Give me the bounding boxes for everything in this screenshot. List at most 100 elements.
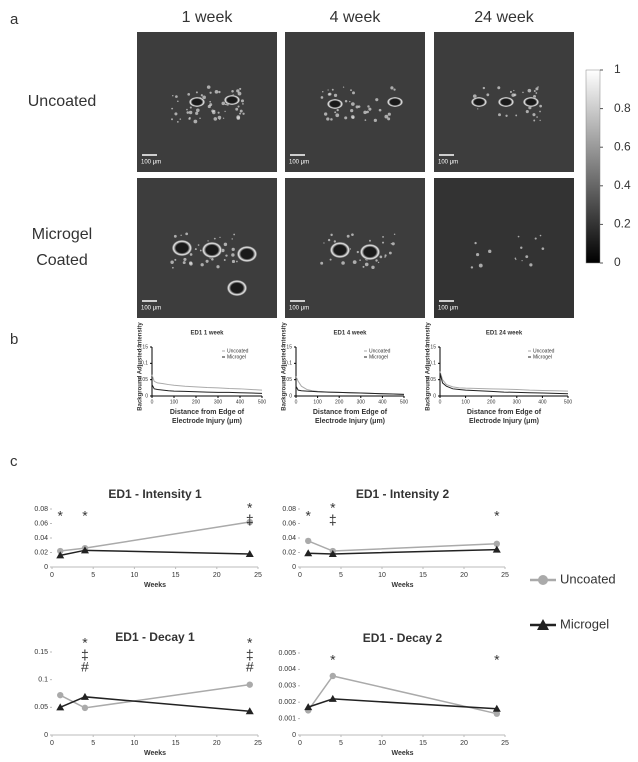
x-tick-label: 10 — [131, 740, 139, 747]
speckle — [515, 258, 517, 261]
x-tick-label: 20 — [213, 740, 221, 747]
speckle — [175, 95, 178, 98]
significance-mark: * — [247, 500, 253, 516]
speckle — [194, 248, 197, 251]
speckle — [536, 116, 538, 118]
x-tick-label: 5 — [339, 740, 343, 747]
speckle — [188, 116, 191, 119]
chart-title: ED1 4 week — [333, 331, 367, 337]
series-line — [151, 384, 263, 394]
y-tick-label: 0.06 — [282, 520, 296, 527]
row-label: Coated — [36, 252, 88, 269]
speckle — [533, 94, 537, 98]
significance-mark: * — [494, 508, 500, 524]
speckle — [382, 235, 384, 238]
speckle — [350, 108, 354, 113]
speckle — [225, 254, 228, 257]
speckle — [209, 100, 212, 103]
series-line — [307, 698, 497, 710]
speckle — [186, 111, 190, 114]
x-tick-label: 0 — [295, 399, 298, 405]
speckle — [525, 255, 529, 259]
x-tick-label: 0 — [50, 572, 54, 579]
speckle — [535, 87, 539, 91]
speckle — [223, 259, 226, 261]
x-tick-label: 15 — [172, 572, 180, 579]
speckle — [375, 98, 379, 102]
legend-marker — [537, 619, 549, 630]
speckle — [356, 250, 359, 254]
speckle — [237, 105, 240, 108]
speckle — [195, 111, 199, 115]
x-tick-label: 100 — [461, 399, 470, 405]
significance-mark: * — [330, 652, 336, 668]
speckle — [497, 86, 501, 90]
speckle — [520, 246, 523, 249]
speckle — [364, 262, 369, 267]
speckle — [224, 103, 227, 106]
speckle — [351, 233, 354, 236]
panel-label: b — [10, 331, 18, 348]
speckle — [326, 117, 330, 121]
x-tick-label: 25 — [501, 572, 509, 579]
chart-title: ED1 - Intensity 1 — [108, 487, 202, 501]
legend-marker — [538, 575, 548, 585]
colorbar-tick-label: 0.4 — [614, 178, 631, 192]
speckle — [188, 110, 193, 115]
speckle — [242, 103, 244, 105]
speckle — [235, 107, 239, 111]
significance-mark: ‡ — [246, 512, 254, 528]
significance-mark: * — [82, 508, 88, 524]
speckle — [233, 233, 236, 236]
x-tick-label: 400 — [378, 399, 387, 405]
lesion — [224, 95, 240, 105]
speckle — [236, 115, 241, 120]
speckle — [231, 238, 233, 240]
significance-mark: # — [81, 659, 89, 675]
legend-label: Uncoated — [369, 348, 391, 354]
marker — [81, 704, 89, 712]
speckle — [342, 86, 345, 88]
significance-mark: * — [58, 508, 64, 524]
y-tick-label: 0.005 — [278, 650, 296, 657]
legend-label: Microgel — [369, 354, 388, 360]
speckle — [527, 88, 532, 93]
speckle — [207, 240, 209, 242]
significance-mark: * — [494, 652, 500, 668]
micrograph — [285, 178, 425, 318]
chart-title: ED1 - Intensity 2 — [356, 487, 450, 501]
x-tick-label: 0 — [298, 740, 302, 747]
speckle — [515, 114, 518, 117]
x-tick-label: 20 — [213, 572, 221, 579]
column-header: 1 week — [182, 9, 234, 26]
speckle — [541, 247, 545, 250]
speckle — [539, 234, 542, 237]
speckle — [217, 111, 220, 114]
x-tick-label: 200 — [335, 399, 344, 405]
y-tick-label: 0.1 — [429, 361, 436, 367]
marker — [56, 551, 65, 559]
y-tick-label: 0.08 — [34, 506, 48, 513]
speckle — [482, 86, 486, 90]
y-tick-label: 0.05 — [282, 377, 292, 383]
x-tick-label: 0 — [50, 740, 54, 747]
y-tick-label: 0 — [289, 393, 292, 399]
speckle — [352, 91, 355, 95]
speckle — [521, 260, 523, 262]
speckle — [176, 120, 179, 123]
x-axis-label: Weeks — [144, 582, 166, 589]
x-axis-label: Weeks — [144, 750, 166, 757]
speckle — [209, 91, 212, 94]
speckle — [371, 265, 375, 270]
speckle — [351, 102, 355, 106]
x-tick-label: 300 — [513, 399, 522, 405]
speckle — [171, 118, 173, 121]
lesion — [227, 280, 247, 296]
speckle — [350, 89, 352, 92]
speckle — [368, 107, 372, 111]
y-tick-label: 0 — [292, 732, 296, 739]
x-tick-label: 400 — [236, 399, 245, 405]
speckle — [393, 88, 396, 91]
colorbar-tick-label: 1 — [614, 62, 621, 76]
